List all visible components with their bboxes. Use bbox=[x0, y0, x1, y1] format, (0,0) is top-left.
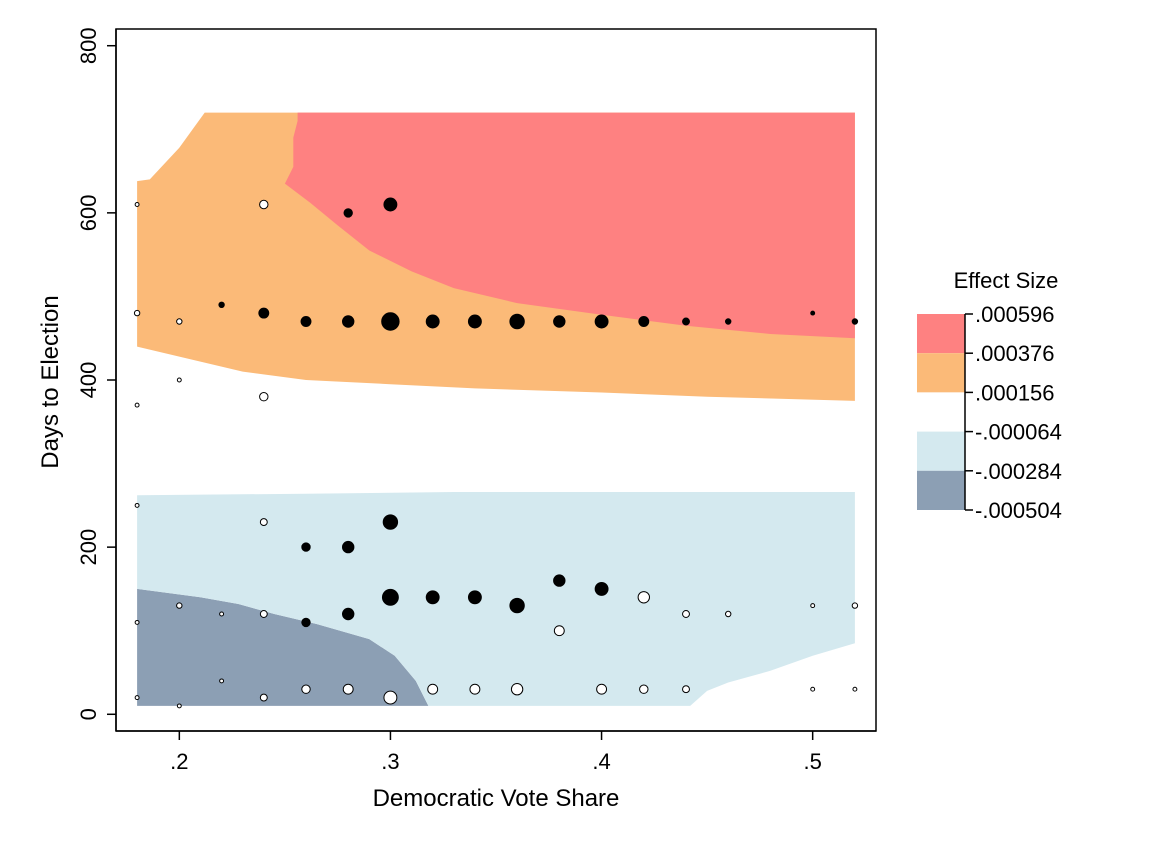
x-axis-title: Democratic Vote Share bbox=[373, 785, 620, 812]
data-point bbox=[553, 315, 566, 328]
data-point bbox=[553, 574, 566, 587]
data-point bbox=[810, 603, 816, 609]
data-point bbox=[467, 314, 482, 329]
data-point bbox=[259, 199, 269, 210]
y-tick-label: 0 bbox=[76, 708, 101, 720]
x-tick-label: .5 bbox=[803, 749, 821, 774]
data-point bbox=[638, 316, 650, 327]
data-point bbox=[219, 611, 225, 617]
data-point bbox=[300, 316, 312, 327]
legend-swatch bbox=[917, 314, 965, 354]
data-point bbox=[301, 684, 311, 694]
contour-region-0 bbox=[137, 588, 429, 706]
data-point bbox=[133, 309, 141, 317]
data-point bbox=[682, 317, 690, 326]
data-point bbox=[176, 703, 182, 709]
x-tick-label: .2 bbox=[170, 749, 188, 774]
data-point bbox=[725, 318, 732, 325]
legend-break-label: .000596 bbox=[975, 302, 1055, 327]
data-point bbox=[219, 678, 225, 684]
data-point bbox=[383, 197, 398, 212]
legend-break-label: .000156 bbox=[975, 380, 1055, 405]
legend-break-label: .000376 bbox=[975, 341, 1055, 366]
data-point bbox=[425, 590, 440, 605]
data-point bbox=[810, 310, 816, 316]
data-point bbox=[851, 318, 859, 325]
data-point bbox=[594, 581, 609, 596]
data-point bbox=[134, 402, 140, 408]
y-axis: 0 200 400 600 800 bbox=[76, 27, 117, 731]
data-point bbox=[134, 619, 140, 625]
data-point bbox=[134, 202, 140, 207]
legend-title: Effect Size bbox=[954, 268, 1059, 293]
data-point bbox=[218, 301, 225, 308]
data-point bbox=[851, 602, 859, 609]
y-tick-label: 400 bbox=[76, 362, 101, 399]
legend-break-label: -.000504 bbox=[975, 498, 1062, 523]
data-point bbox=[852, 686, 858, 692]
legend-swatch bbox=[917, 353, 965, 393]
y-tick-label: 800 bbox=[76, 27, 101, 64]
data-point bbox=[381, 588, 399, 606]
x-tick-label: .4 bbox=[592, 749, 610, 774]
scatter-points bbox=[133, 197, 859, 709]
data-point bbox=[639, 684, 649, 694]
y-axis-title: Days to Election bbox=[37, 295, 64, 468]
data-point bbox=[425, 314, 440, 329]
data-point bbox=[301, 617, 311, 628]
contour-regions bbox=[137, 112, 855, 706]
data-point bbox=[176, 377, 182, 383]
data-point bbox=[176, 602, 183, 609]
data-point bbox=[342, 315, 355, 328]
legend-break-label: -.000284 bbox=[975, 459, 1062, 484]
contour-region-1 bbox=[137, 492, 855, 706]
y-tick-label: 200 bbox=[76, 529, 101, 566]
data-point bbox=[259, 610, 268, 618]
data-point bbox=[259, 518, 268, 527]
legend-break-label: -.000064 bbox=[975, 420, 1062, 445]
data-point bbox=[259, 693, 268, 702]
legend: Effect Size .000596 .000376 .000156 -.00006… bbox=[917, 268, 1062, 523]
data-point bbox=[637, 591, 650, 604]
legend-swatch bbox=[917, 470, 965, 510]
data-point bbox=[342, 607, 355, 621]
data-point bbox=[342, 540, 355, 554]
data-point bbox=[510, 683, 524, 696]
data-point bbox=[258, 307, 270, 319]
data-point bbox=[383, 690, 398, 705]
data-point bbox=[509, 313, 525, 330]
y-tick-label: 600 bbox=[76, 194, 101, 231]
data-point bbox=[382, 514, 399, 530]
data-point bbox=[176, 318, 183, 325]
data-point bbox=[342, 683, 354, 695]
data-point bbox=[259, 392, 269, 402]
data-point bbox=[134, 695, 140, 701]
x-axis: .2 .3 .4 .5 bbox=[116, 730, 876, 774]
legend-swatch bbox=[917, 431, 965, 471]
data-point bbox=[682, 685, 690, 694]
data-point bbox=[594, 314, 609, 329]
data-point bbox=[301, 542, 311, 552]
data-point bbox=[134, 502, 140, 508]
data-point bbox=[343, 208, 353, 218]
data-point bbox=[509, 597, 525, 614]
legend-swatch bbox=[917, 392, 965, 432]
data-point bbox=[427, 683, 439, 695]
data-point bbox=[381, 312, 400, 331]
data-point bbox=[469, 683, 481, 695]
data-point bbox=[467, 590, 482, 605]
data-point bbox=[810, 686, 816, 692]
x-tick-label: .3 bbox=[381, 749, 399, 774]
data-point bbox=[553, 625, 565, 637]
contour-region-3 bbox=[284, 112, 855, 339]
data-point bbox=[725, 610, 732, 618]
data-point bbox=[596, 683, 608, 695]
data-point bbox=[682, 610, 690, 618]
